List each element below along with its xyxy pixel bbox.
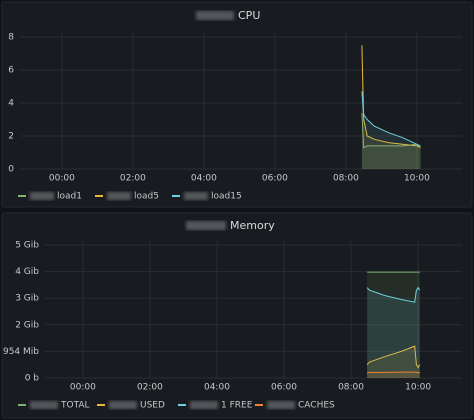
cpu-panel: [1, 1, 473, 208]
legend-label: load5: [134, 192, 159, 202]
y-tick-label: 954 Mib: [3, 347, 39, 357]
blurred-text: [196, 11, 234, 20]
series-area: [361, 112, 421, 169]
blurred-text: [30, 192, 54, 200]
y-tick-label: 4: [8, 99, 14, 109]
x-tick-label: 06:00: [262, 174, 288, 184]
series-line: [367, 371, 420, 374]
series-line: [366, 345, 421, 369]
legend-label: load1: [57, 192, 82, 202]
y-tick-label: 2 Gib: [15, 320, 39, 330]
series-line: [361, 45, 421, 149]
legend-label: USED: [140, 401, 165, 411]
series-area: [367, 346, 420, 378]
panel-title: CPU: [238, 9, 260, 22]
x-tick-label: 10:00: [405, 383, 431, 393]
x-tick-label: 10:00: [404, 174, 430, 184]
blurred-text: [107, 192, 131, 200]
y-tick-label: 8: [8, 33, 14, 43]
x-tick-label: 06:00: [271, 383, 297, 393]
x-tick-label: 08:00: [333, 174, 359, 184]
blurred-text: [109, 401, 137, 409]
y-tick-label: 0: [8, 165, 14, 175]
y-tick-label: 5 Gib: [15, 241, 39, 251]
x-tick-label: 08:00: [338, 383, 364, 393]
series-area: [361, 45, 421, 169]
blurred-text: [184, 192, 208, 200]
y-tick-label: 4 Gib: [15, 267, 39, 277]
x-tick-label: 00:00: [70, 383, 96, 393]
blurred-text: [267, 401, 295, 409]
series-area: [361, 91, 421, 169]
panel-title: Memory: [230, 219, 275, 232]
legend-label: TOTAL: [60, 401, 90, 411]
series-line: [361, 112, 421, 149]
y-tick-label: 6: [8, 66, 14, 76]
y-tick-label: 0 b: [25, 374, 40, 384]
legend-label: load15: [211, 192, 242, 202]
series-area: [367, 287, 420, 378]
x-tick-label: 04:00: [204, 383, 230, 393]
series-area: [367, 272, 420, 378]
y-tick-label: 3 Gib: [15, 294, 39, 304]
blurred-text: [186, 221, 226, 230]
blurred-text: [190, 401, 218, 409]
x-tick-label: 04:00: [191, 174, 217, 184]
series-area: [367, 372, 420, 378]
x-tick-label: 02:00: [137, 383, 163, 393]
x-tick-label: 02:00: [120, 174, 146, 184]
x-tick-label: 00:00: [49, 174, 75, 184]
legend-label: CACHES: [298, 401, 335, 411]
memory-panel: [1, 212, 473, 419]
series-line: [361, 91, 421, 147]
legend-label: 1 FREE: [221, 401, 253, 411]
y-tick-label: 2: [8, 132, 14, 142]
blurred-text: [30, 401, 58, 409]
series-line: [366, 286, 421, 303]
